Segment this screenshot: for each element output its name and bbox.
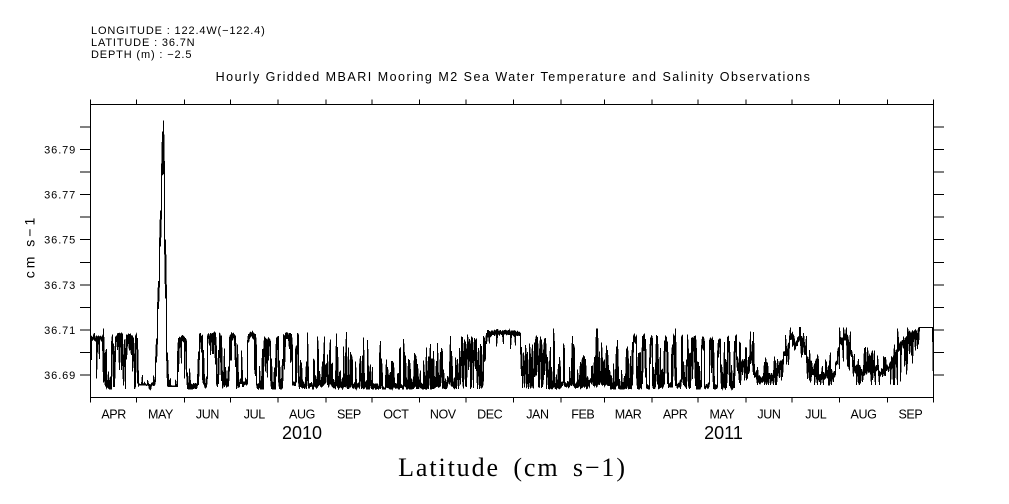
svg-text:JUL: JUL (244, 408, 265, 422)
svg-text:36.69: 36.69 (44, 370, 76, 382)
svg-text:Hourly Gridded MBARI Mooring M: Hourly Gridded MBARI Mooring M2 Sea Wate… (216, 70, 812, 84)
svg-text:JUN: JUN (757, 408, 780, 422)
svg-text:2010: 2010 (282, 423, 322, 443)
svg-text:SEP: SEP (898, 408, 922, 422)
svg-text:Latitude (cm s−1): Latitude (cm s−1) (398, 453, 627, 482)
svg-text:FEB: FEB (571, 408, 594, 422)
svg-text:AUG: AUG (289, 408, 315, 422)
svg-text:JAN: JAN (526, 408, 549, 422)
svg-text:36.77: 36.77 (44, 190, 76, 202)
svg-text:2011: 2011 (704, 423, 743, 443)
svg-text:APR: APR (101, 408, 126, 422)
svg-text:36.79: 36.79 (44, 145, 76, 157)
svg-text:JUL: JUL (805, 408, 826, 422)
svg-text:APR: APR (663, 408, 688, 422)
svg-text:MAR: MAR (615, 408, 642, 422)
svg-text:AUG: AUG (851, 408, 877, 422)
svg-text:DEC: DEC (477, 408, 503, 422)
svg-text:OCT: OCT (383, 408, 409, 422)
svg-text:DEPTH (m) : −2.5: DEPTH (m) : −2.5 (91, 49, 192, 61)
svg-text:MAY: MAY (148, 408, 174, 422)
svg-text:36.75: 36.75 (44, 235, 76, 247)
svg-text:SEP: SEP (337, 408, 361, 422)
svg-text:cm s−1: cm s−1 (22, 215, 38, 279)
svg-text:NOV: NOV (430, 408, 457, 422)
svg-text:JUN: JUN (196, 408, 219, 422)
svg-text:MAY: MAY (710, 408, 736, 422)
svg-text:36.71: 36.71 (44, 325, 76, 337)
svg-text:LATITUDE : 36.7N: LATITUDE : 36.7N (91, 37, 195, 49)
svg-text:36.73: 36.73 (44, 280, 76, 292)
svg-text:LONGITUDE : 122.4W(−122.4): LONGITUDE : 122.4W(−122.4) (91, 25, 266, 37)
